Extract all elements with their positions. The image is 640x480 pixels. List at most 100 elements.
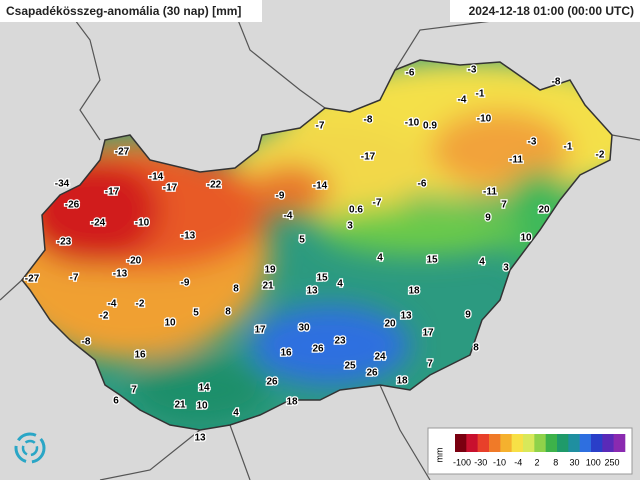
station-value: 13 <box>194 433 206 444</box>
station-value: -34 <box>55 179 70 190</box>
station-value: 26 <box>312 344 324 355</box>
station-value: 18 <box>286 397 298 408</box>
station-value: 5 <box>193 308 199 319</box>
station-value: 14 <box>198 383 210 394</box>
station-value: 21 <box>262 281 274 292</box>
station-value: -10 <box>405 118 420 129</box>
station-value: -8 <box>552 77 561 88</box>
station-value: -17 <box>105 187 120 198</box>
legend-label: -4 <box>514 457 522 467</box>
legend-swatch <box>602 434 614 452</box>
station-value: 13 <box>400 311 412 322</box>
station-value: -24 <box>91 218 106 229</box>
logo <box>14 432 46 464</box>
station-value: -3 <box>528 137 537 148</box>
station-value: -2 <box>596 150 605 161</box>
station-value: 0.6 <box>349 205 363 216</box>
legend-swatch <box>591 434 603 452</box>
station-value: 15 <box>426 255 438 266</box>
station-value: -1 <box>564 142 573 153</box>
station-value: 18 <box>396 376 408 387</box>
station-value: 25 <box>344 361 356 372</box>
station-value: -14 <box>149 172 164 183</box>
station-value: 26 <box>266 377 278 388</box>
station-value: -20 <box>127 256 142 267</box>
station-value: 3 <box>347 221 353 232</box>
station-value: -8 <box>82 337 91 348</box>
station-value: -6 <box>406 68 415 79</box>
station-value: 7 <box>427 359 433 370</box>
station-value: -4 <box>458 95 467 106</box>
legend-swatch <box>545 434 558 452</box>
time-box <box>450 0 640 22</box>
station-value: 5 <box>299 235 305 246</box>
legend-label: 100 <box>586 457 601 467</box>
legend-swatch <box>466 434 478 452</box>
legend-swatch <box>579 434 592 452</box>
station-value: 18 <box>408 286 420 297</box>
legend-swatch <box>534 434 546 452</box>
station-value: 17 <box>422 328 434 339</box>
station-value: -2 <box>136 299 145 310</box>
station-value: 16 <box>280 348 292 359</box>
station-value: 15 <box>316 273 328 284</box>
station-value: 4 <box>479 257 485 268</box>
legend-label: 2 <box>534 457 539 467</box>
station-value: 4 <box>233 408 239 419</box>
station-value: -17 <box>361 152 376 163</box>
station-value: 10 <box>164 318 176 329</box>
station-value: 4 <box>337 279 343 290</box>
station-value: 19 <box>264 265 276 276</box>
legend-label: -30 <box>474 457 487 467</box>
legend-swatch <box>557 434 569 452</box>
station-value: -7 <box>373 198 382 209</box>
station-value: 8 <box>225 307 231 318</box>
legend-label: 8 <box>553 457 558 467</box>
station-value: -4 <box>108 299 117 310</box>
station-value: 9 <box>465 310 471 321</box>
station-value: 26 <box>366 368 378 379</box>
station-value: 10 <box>520 233 532 244</box>
station-value: -10 <box>477 114 492 125</box>
station-value: -26 <box>65 200 80 211</box>
station-value: -9 <box>181 278 190 289</box>
station-value: -8 <box>364 115 373 126</box>
station-value: -11 <box>483 187 497 198</box>
station-value: 7 <box>131 385 137 396</box>
station-value: 0.9 <box>423 121 437 132</box>
legend-swatch <box>613 434 626 452</box>
timestamp: 2024-12-18 01:00 (00:00 UTC) <box>469 4 634 18</box>
station-value: -9 <box>276 191 285 202</box>
station-value: -13 <box>181 231 196 242</box>
legend-unit: mm <box>434 448 444 463</box>
station-value: 20 <box>384 319 396 330</box>
station-value: -22 <box>207 180 222 191</box>
legend-label: -100 <box>453 457 471 467</box>
title-box <box>0 0 262 22</box>
station-value: -27 <box>115 147 130 158</box>
station-value: 16 <box>134 350 146 361</box>
title: Csapadékösszeg-anomália (30 nap) [mm] <box>6 4 241 18</box>
station-value: -10 <box>135 218 150 229</box>
station-value: -4 <box>284 211 293 222</box>
station-value: 8 <box>473 343 479 354</box>
station-value: 20 <box>538 205 550 216</box>
station-value: 9 <box>485 213 491 224</box>
station-value: 24 <box>374 352 386 363</box>
station-value: -11 <box>509 155 523 166</box>
legend-swatch <box>489 434 501 452</box>
station-value: 21 <box>174 400 186 411</box>
station-value: 17 <box>254 325 266 336</box>
legend-swatch <box>523 434 535 452</box>
legend-swatch <box>455 434 467 452</box>
station-value: 23 <box>334 336 346 347</box>
station-value: -2 <box>100 311 109 322</box>
station-value: 10 <box>196 401 208 412</box>
legend-swatch <box>568 434 580 452</box>
station-value: -27 <box>25 274 40 285</box>
station-value: 4 <box>377 253 383 264</box>
station-value: -14 <box>313 181 328 192</box>
legend-swatch <box>511 434 524 452</box>
station-value: 3 <box>503 263 509 274</box>
